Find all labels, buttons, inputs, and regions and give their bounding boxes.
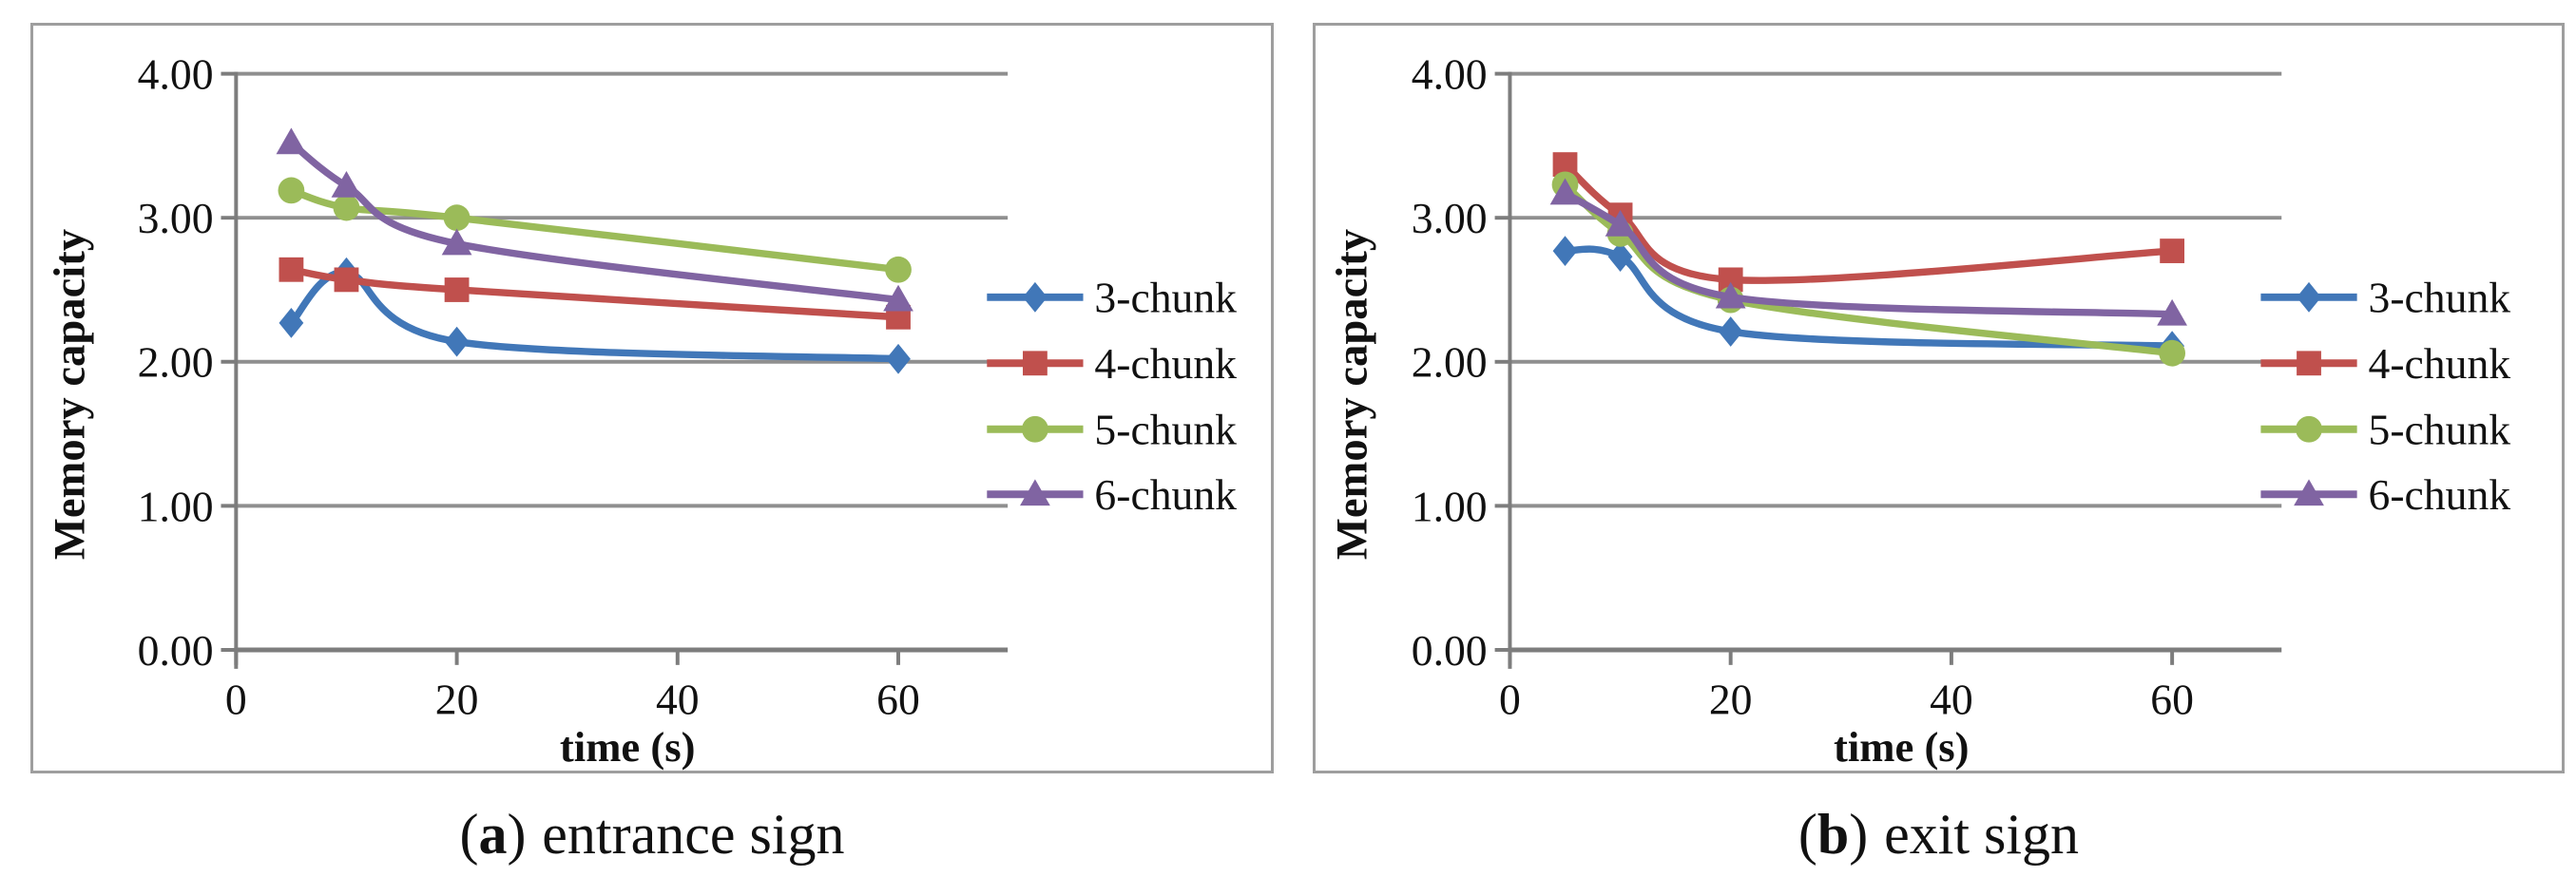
- y-tick-label: 3.00: [138, 194, 214, 242]
- x-tick-label: 40: [1930, 675, 1973, 723]
- legend-label-4-chunk: 4-chunk: [2369, 339, 2511, 388]
- legend-label-4-chunk: 4-chunk: [1094, 339, 1237, 388]
- series-line-5-chunk: [287, 186, 902, 274]
- x-tick-label: 20: [435, 675, 479, 723]
- data-point-6-chunk: [441, 228, 472, 256]
- data-point-4-chunk: [444, 277, 470, 302]
- data-point-5-chunk: [333, 194, 360, 221]
- data-point-4-chunk: [2160, 238, 2185, 263]
- y-axis-title: Memory capacity: [1328, 229, 1377, 560]
- caption-close-paren: ): [1849, 803, 1869, 866]
- y-tick-label: 1.00: [1412, 482, 1488, 530]
- caption-text: exit sign: [1884, 803, 2080, 866]
- legend-item-5-chunk: 5-chunk: [2260, 406, 2510, 454]
- data-point-6-chunk: [1605, 209, 1636, 237]
- caption-open-paren: (: [459, 803, 479, 866]
- caption-text: entrance sign: [542, 803, 845, 866]
- x-axis-title: time (s): [560, 723, 696, 771]
- x-tick-label: 0: [1499, 675, 1521, 723]
- legend-marker-4-chunk: [1023, 351, 1048, 376]
- legend-marker-3-chunk: [1023, 281, 1048, 313]
- legend-item-3-chunk: 3-chunk: [2260, 274, 2510, 322]
- caption-entrance: (a) entrance sign: [30, 791, 1274, 877]
- caption-letter: b: [1817, 803, 1850, 866]
- series-line-6-chunk: [287, 139, 902, 304]
- legend-label-3-chunk: 3-chunk: [1094, 274, 1237, 322]
- y-tick-label: 0.00: [1412, 626, 1488, 675]
- data-point-3-chunk: [444, 326, 470, 357]
- data-point-3-chunk: [1552, 236, 1578, 266]
- y-tick-label: 4.00: [138, 49, 214, 98]
- exit-chart-svg: 0.00 1.00 2.00 3.00 4.00 0 20 40 60 time (s) Memor…: [1328, 49, 2511, 771]
- legend-item-6-chunk: 6-chunk: [2260, 470, 2510, 519]
- x-tick-label: 20: [1709, 675, 1753, 723]
- caption-close-paren: ): [507, 803, 527, 866]
- legend-item-6-chunk: 6-chunk: [987, 470, 1237, 519]
- y-tick-label: 1.00: [138, 482, 214, 530]
- chart-panel-exit: 0.00 1.00 2.00 3.00 4.00 0 20 40 60 time (s) Memor…: [1313, 23, 2565, 773]
- caption-letter: a: [478, 803, 508, 866]
- data-point-4-chunk: [279, 257, 304, 282]
- legend-marker-6-chunk: [1020, 479, 1050, 506]
- legend-item-4-chunk: 4-chunk: [987, 339, 1237, 388]
- x-tick-label: 60: [2150, 675, 2194, 723]
- data-point-5-chunk: [278, 177, 305, 204]
- legend-item-5-chunk: 5-chunk: [987, 406, 1237, 454]
- data-point-4-chunk: [334, 267, 359, 293]
- caption-exit: (b) exit sign: [1313, 791, 2565, 877]
- series-line-6-chunk: [1561, 189, 2176, 318]
- legend-marker-4-chunk: [2297, 351, 2321, 376]
- legend-marker-3-chunk: [2297, 281, 2321, 313]
- legend-label-3-chunk: 3-chunk: [2369, 274, 2511, 322]
- chart-panel-entrance: 0.00 1.00 2.00 3.00 4.00 0 20 40 60 time (s) Memor…: [30, 23, 1274, 773]
- legend-marker-5-chunk: [1022, 415, 1048, 443]
- y-axis-title: Memory capacity: [46, 229, 95, 560]
- y-tick-label: 2.00: [138, 338, 214, 387]
- caption-open-paren: (: [1797, 803, 1817, 866]
- data-point-6-chunk: [2157, 298, 2187, 326]
- data-point-6-chunk: [1549, 178, 1581, 205]
- data-point-5-chunk: [2159, 339, 2186, 367]
- entrance-chart-svg: 0.00 1.00 2.00 3.00 4.00 0 20 40 60 time (s) Memor…: [46, 49, 1238, 771]
- data-point-5-chunk: [885, 256, 912, 283]
- legend-label-5-chunk: 5-chunk: [1094, 406, 1237, 454]
- y-tick-label: 0.00: [138, 626, 214, 675]
- data-point-6-chunk: [883, 284, 913, 312]
- x-axis-title: time (s): [1834, 723, 1970, 771]
- y-tick-label: 4.00: [1412, 49, 1488, 98]
- legend-label-5-chunk: 5-chunk: [2369, 406, 2511, 454]
- x-tick-label: 0: [225, 675, 247, 723]
- legend-label-6-chunk: 6-chunk: [1094, 470, 1237, 519]
- legend-marker-5-chunk: [2296, 415, 2322, 443]
- data-point-5-chunk: [443, 204, 471, 232]
- x-tick-label: 60: [876, 675, 920, 723]
- data-point-6-chunk: [1715, 281, 1746, 309]
- data-point-3-chunk: [886, 343, 911, 374]
- data-point-6-chunk: [331, 170, 362, 198]
- legend-item-3-chunk: 3-chunk: [987, 274, 1237, 322]
- data-point-6-chunk: [276, 127, 307, 155]
- data-point-3-chunk: [1607, 241, 1633, 273]
- legend-marker-6-chunk: [2294, 479, 2324, 506]
- data-point-3-chunk: [1718, 316, 1743, 347]
- legend-label-6-chunk: 6-chunk: [2369, 470, 2511, 519]
- x-tick-label: 40: [656, 675, 700, 723]
- y-tick-label: 3.00: [1412, 194, 1488, 242]
- y-tick-label: 2.00: [1412, 338, 1488, 387]
- legend-item-4-chunk: 4-chunk: [2260, 339, 2510, 388]
